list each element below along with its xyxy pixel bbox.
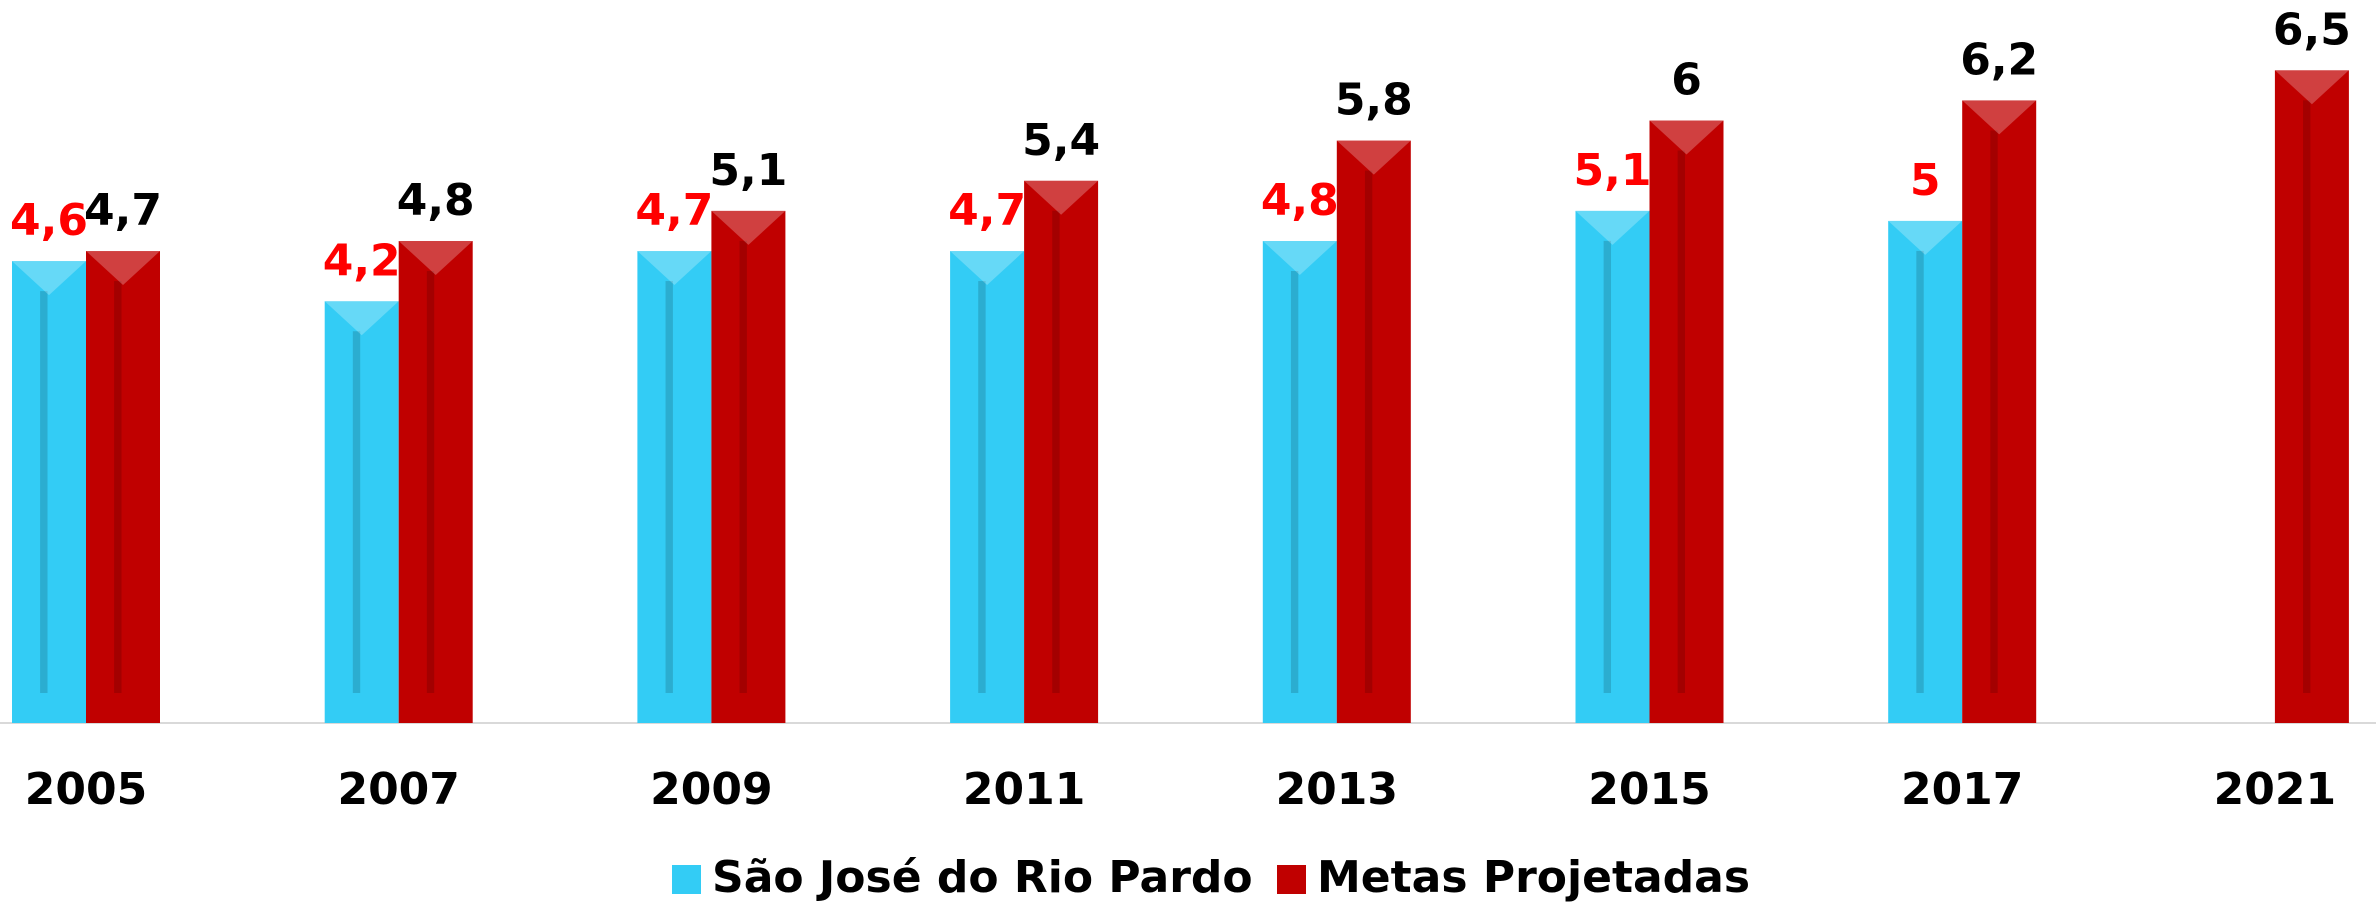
bar-cap (950, 251, 1025, 286)
data-label: 5,8 (1335, 75, 1413, 126)
bar-highlight (1290, 271, 1299, 693)
data-label: 4,7 (635, 185, 713, 236)
bar-highlight (1916, 250, 1924, 693)
x-tick-label: 2009 (650, 764, 772, 815)
bar-highlight (665, 281, 673, 693)
data-label: 6,5 (2273, 4, 2351, 55)
bar (711, 210, 786, 723)
legend-label: Metas Projetadas (1317, 852, 1750, 903)
bar-highlight (1052, 210, 1060, 693)
bar (1575, 210, 1650, 723)
data-label: 4,7 (948, 185, 1026, 236)
data-label: 4,8 (1261, 175, 1339, 226)
bar-highlight (2303, 100, 2311, 693)
legend-swatch (672, 865, 701, 894)
x-tick-label: 2007 (337, 764, 459, 815)
bar-highlight (1990, 130, 1998, 693)
bar-cap (86, 251, 160, 286)
bar-highlight (114, 281, 122, 693)
bar-highlight (426, 271, 435, 693)
x-tick-label: 2005 (25, 764, 147, 815)
bar (1962, 100, 2037, 723)
bar-highlight (978, 281, 986, 693)
bar-cap (1888, 220, 1963, 255)
legend-swatch (1277, 865, 1306, 894)
bar-cap (398, 241, 473, 275)
data-label: 4,2 (323, 235, 401, 286)
data-label: 5,4 (1022, 115, 1100, 166)
bar-cap (1575, 210, 1650, 245)
legend-label: São José do Rio Pardo (712, 852, 1253, 903)
bar-cap (324, 301, 399, 336)
bar-cap (1262, 241, 1337, 275)
bar (324, 301, 399, 723)
bar-highlight (1603, 240, 1612, 693)
bar-cap (637, 251, 712, 286)
bar-cap (1024, 180, 1099, 215)
bar-cap (1336, 140, 1411, 175)
bar (2274, 70, 2349, 723)
bar-highlight (352, 331, 361, 693)
bar-cap (1649, 120, 1724, 155)
bar (950, 251, 1025, 723)
bar (1336, 140, 1411, 724)
bar-highlight (1677, 150, 1686, 693)
bar (1649, 120, 1724, 723)
bar (637, 251, 712, 723)
x-tick-label: 2013 (1276, 764, 1398, 815)
x-tick-label: 2021 (2214, 764, 2336, 815)
data-label: 6,2 (1960, 34, 2038, 85)
data-label: 5,1 (709, 145, 787, 196)
x-tick-label: 2017 (1901, 764, 2023, 815)
bar (1888, 220, 1963, 723)
bar (86, 251, 160, 723)
bar (1024, 180, 1099, 723)
x-tick-label: 2015 (1588, 764, 1710, 815)
data-label: 4,6 (10, 195, 88, 246)
data-label: 5 (1910, 155, 1941, 206)
bar-cap (1962, 100, 2037, 135)
x-tick-label: 2011 (963, 764, 1085, 815)
bar-highlight (40, 291, 48, 693)
data-label: 4,8 (397, 175, 475, 226)
data-label: 6 (1671, 55, 1702, 106)
bar-highlight (739, 240, 747, 693)
bar-cap (2274, 70, 2349, 105)
bar-cap (12, 261, 86, 296)
data-label: 4,7 (84, 185, 162, 236)
data-label: 5,1 (1574, 145, 1652, 196)
bar-highlight (1364, 170, 1373, 694)
bar (398, 241, 473, 723)
bar-cap (711, 210, 786, 245)
bar (1262, 241, 1337, 723)
bar (12, 261, 86, 723)
